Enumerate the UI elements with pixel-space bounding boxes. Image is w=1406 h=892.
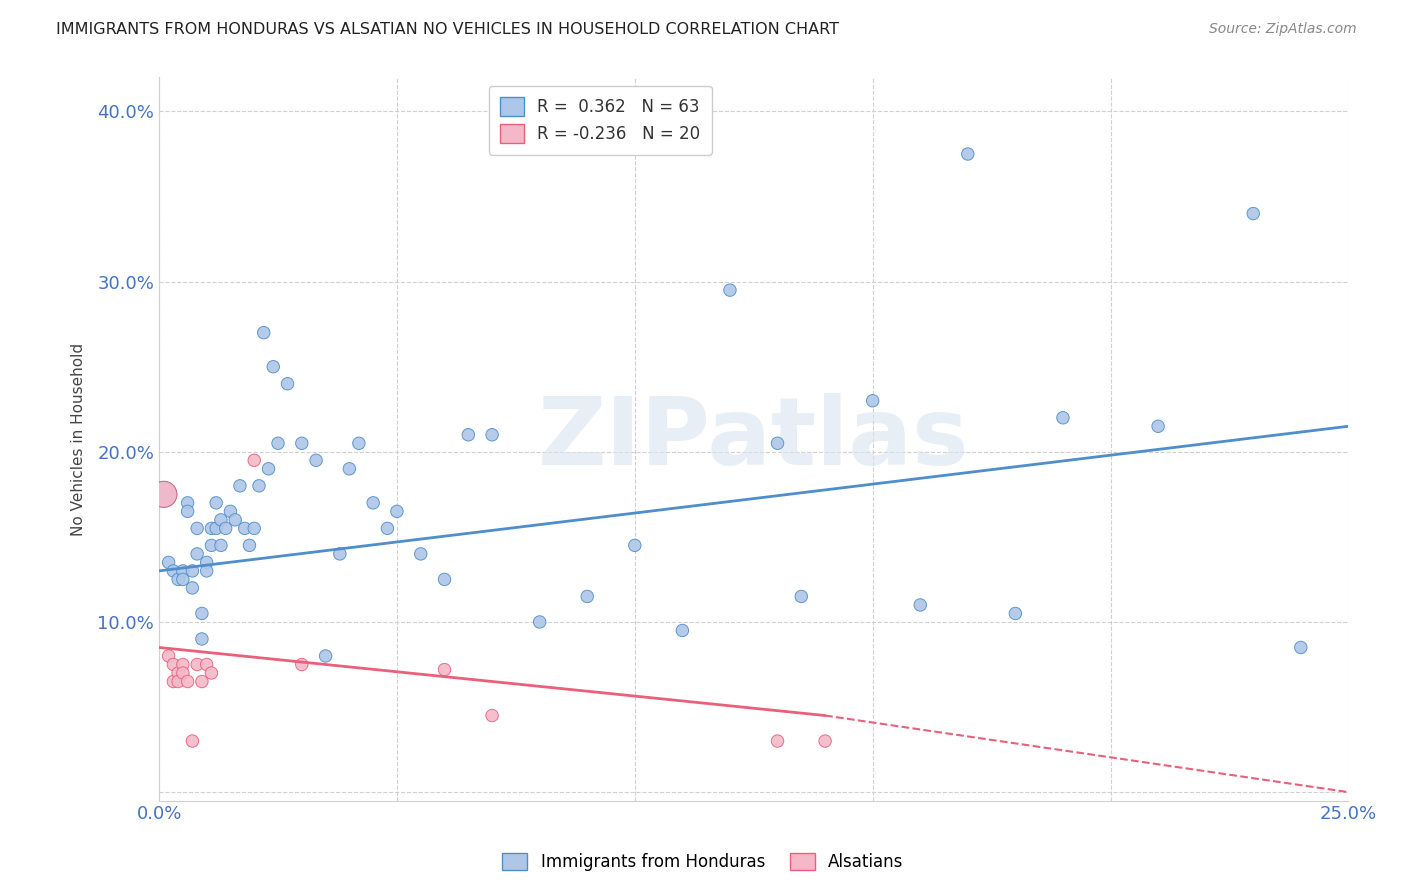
Point — [243, 453, 266, 467]
Text: Source: ZipAtlas.com: Source: ZipAtlas.com — [1209, 22, 1357, 37]
Point — [576, 590, 599, 604]
Legend: Immigrants from Honduras, Alsatians: Immigrants from Honduras, Alsatians — [494, 845, 912, 880]
Point — [433, 573, 456, 587]
Point — [153, 487, 176, 501]
Point — [209, 538, 232, 552]
Point — [623, 538, 645, 552]
Point — [200, 521, 222, 535]
Point — [167, 674, 190, 689]
Point — [195, 657, 218, 672]
Point — [186, 547, 208, 561]
Point — [181, 581, 204, 595]
Point — [291, 436, 314, 450]
Point — [433, 663, 456, 677]
Point — [361, 496, 384, 510]
Point — [195, 564, 218, 578]
Point — [718, 283, 741, 297]
Point — [315, 648, 337, 663]
Point — [200, 538, 222, 552]
Point — [305, 453, 328, 467]
Point — [262, 359, 284, 374]
Point — [191, 607, 214, 621]
Point — [766, 734, 789, 748]
Point — [409, 547, 432, 561]
Point — [172, 665, 194, 680]
Point — [176, 504, 198, 518]
Point — [247, 479, 270, 493]
Point — [481, 708, 503, 723]
Point — [162, 657, 184, 672]
Point — [153, 487, 176, 501]
Point — [162, 674, 184, 689]
Point — [176, 496, 198, 510]
Legend: R =  0.362   N = 63, R = -0.236   N = 20: R = 0.362 N = 63, R = -0.236 N = 20 — [488, 86, 711, 155]
Point — [253, 326, 276, 340]
Point — [157, 648, 180, 663]
Point — [162, 564, 184, 578]
Point — [191, 674, 214, 689]
Point — [172, 564, 194, 578]
Point — [205, 496, 228, 510]
Point — [291, 657, 314, 672]
Point — [377, 521, 399, 535]
Point — [862, 393, 884, 408]
Point — [329, 547, 352, 561]
Point — [457, 427, 479, 442]
Point — [167, 665, 190, 680]
Point — [167, 573, 190, 587]
Point — [219, 504, 242, 518]
Point — [181, 734, 204, 748]
Text: ZIPatlas: ZIPatlas — [538, 393, 969, 485]
Point — [172, 657, 194, 672]
Point — [176, 674, 198, 689]
Point — [1052, 410, 1074, 425]
Point — [385, 504, 408, 518]
Point — [277, 376, 299, 391]
Point — [243, 521, 266, 535]
Point — [529, 615, 551, 629]
Point — [1147, 419, 1170, 434]
Point — [1004, 607, 1026, 621]
Point — [347, 436, 370, 450]
Point — [181, 564, 204, 578]
Point — [195, 555, 218, 569]
Point — [191, 632, 214, 646]
Point — [766, 436, 789, 450]
Point — [224, 513, 246, 527]
Point — [910, 598, 932, 612]
Point — [215, 521, 238, 535]
Point — [956, 147, 979, 161]
Y-axis label: No Vehicles in Household: No Vehicles in Household — [72, 343, 86, 535]
Point — [172, 573, 194, 587]
Point — [157, 555, 180, 569]
Point — [238, 538, 260, 552]
Point — [1289, 640, 1312, 655]
Point — [257, 462, 280, 476]
Point — [814, 734, 837, 748]
Point — [205, 521, 228, 535]
Point — [1241, 206, 1264, 220]
Point — [233, 521, 256, 535]
Point — [267, 436, 290, 450]
Point — [200, 665, 222, 680]
Point — [337, 462, 360, 476]
Point — [671, 624, 693, 638]
Point — [209, 513, 232, 527]
Point — [186, 657, 208, 672]
Point — [186, 521, 208, 535]
Point — [229, 479, 252, 493]
Point — [790, 590, 813, 604]
Text: IMMIGRANTS FROM HONDURAS VS ALSATIAN NO VEHICLES IN HOUSEHOLD CORRELATION CHART: IMMIGRANTS FROM HONDURAS VS ALSATIAN NO … — [56, 22, 839, 37]
Point — [481, 427, 503, 442]
